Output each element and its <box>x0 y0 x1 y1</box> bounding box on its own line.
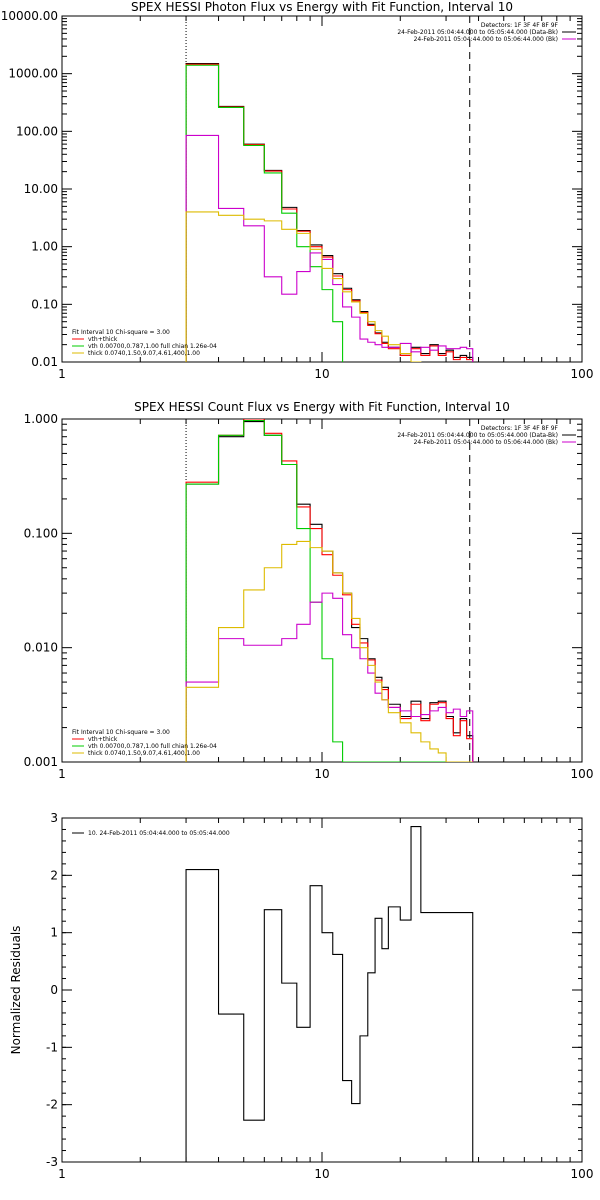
data-area <box>185 62 474 362</box>
y-tick-label: 3 <box>50 811 58 825</box>
data-area <box>185 419 474 762</box>
y-tick-label: 1000.00 <box>8 67 58 81</box>
y-tick-label: 0.001 <box>24 755 58 769</box>
data-area <box>185 826 474 1162</box>
y-tick-label: 0.10 <box>31 297 58 311</box>
legend-tr-text: 24-Feb-2011 05:04:44.000 to 05:06:44.000… <box>414 439 558 446</box>
chart-title: SPEX HESSI Photon Flux vs Energy with Fi… <box>131 0 513 14</box>
x-tick-label: 1 <box>58 1167 66 1181</box>
series-black <box>185 826 474 1162</box>
legend-bl-text: thick 0.0740,1.50,9.07,4.61,400,1.00 <box>88 350 200 357</box>
y-tick-label: 0 <box>50 983 58 997</box>
y-tick-label: 2 <box>50 868 58 882</box>
y-tick-label: -3 <box>46 1155 58 1169</box>
legend-bl-text: Fit Interval 10 Chi-square = 3.00 <box>72 729 170 736</box>
chart-panel-3: 1 10 100 -3 -2 -1 0 1 2 3 Normalized Residuals 10. … <box>9 811 593 1181</box>
x-tick-label: 100 <box>571 367 594 381</box>
x-tick-label: 10 <box>314 767 329 781</box>
legend-tr-text: 24-Feb-2011 05:04:44.000 to 05:06:44.000… <box>414 36 558 43</box>
y-tick-label: 0.100 <box>24 526 58 540</box>
series-yellow <box>185 540 473 762</box>
y-tick-label: 10000.00 <box>1 9 58 23</box>
x-tick-label: 100 <box>571 767 594 781</box>
chart-panel-2: SPEX HESSI Count Flux vs Energy with Fit… <box>24 400 594 781</box>
x-tick-label: 10 <box>314 367 329 381</box>
legend-bl-text: vth 0.00700,0.787,1.00 full chian 1.26e-… <box>88 343 217 350</box>
y-tick-label: -2 <box>46 1098 58 1112</box>
plot-frame <box>61 15 583 363</box>
x-tick-label: 1 <box>58 767 66 781</box>
y-tick-label: 100.00 <box>16 124 58 138</box>
y-tick-label: -1 <box>46 1040 58 1054</box>
y-tick-label: 0.010 <box>24 641 58 655</box>
legend-bl-text: vth 0.00700,0.787,1.00 full chian 1.26e-… <box>88 743 217 750</box>
legend-bl-text: thick 0.0740,1.50,9.07,4.61,400,1.00 <box>88 750 200 757</box>
legend-bl-text: vth+thick <box>88 336 118 343</box>
plot-frame <box>61 817 583 1163</box>
y-tick-label: 1.000 <box>24 412 58 426</box>
series-green <box>185 419 473 762</box>
legend-bottom-left: Fit Interval 10 Chi-square = 3.00vth+thi… <box>72 329 217 357</box>
legend-tr-text: 24-Feb-2011 05:04:44.000 to 05:05:44.000… <box>397 29 558 36</box>
legend-bl-text: vth+thick <box>88 736 118 743</box>
chart-panel-1: SPEX HESSI Photon Flux vs Energy with Fi… <box>1 0 594 381</box>
chart-title: SPEX HESSI Count Flux vs Energy with Fit… <box>134 400 510 414</box>
legend-top-left: 10. 24-Feb-2011 05:04:44.000 to 05:05:44… <box>72 830 230 837</box>
series-red <box>185 63 474 362</box>
x-tick-label: 10 <box>314 1167 329 1181</box>
series-black <box>185 62 474 362</box>
y-tick-label: 1 <box>50 926 58 940</box>
y-tick-label: 1.00 <box>31 240 58 254</box>
legend-tl-text: 10. 24-Feb-2011 05:04:44.000 to 05:05:44… <box>88 830 230 837</box>
plot-frame <box>61 418 583 763</box>
series-green <box>185 64 474 362</box>
legend-bottom-left: Fit Interval 10 Chi-square = 3.00vth+thi… <box>72 729 217 757</box>
y-tick-label: 0.01 <box>31 355 58 369</box>
x-tick-label: 100 <box>571 1167 594 1181</box>
legend-tr-text: Detectors: 1F 3F 4F 8F 9F <box>481 425 559 432</box>
legend-tr-text: Detectors: 1F 3F 4F 8F 9F <box>481 22 559 29</box>
y-tick-label: 10.00 <box>24 182 58 196</box>
legend-bl-text: Fit Interval 10 Chi-square = 3.00 <box>72 329 170 336</box>
legend-tr-text: 24-Feb-2011 05:04:44.000 to 05:05:44.000… <box>397 432 558 439</box>
series-magenta <box>185 134 474 362</box>
series-magenta <box>185 592 474 762</box>
series-yellow <box>185 211 474 362</box>
x-tick-label: 1 <box>58 367 66 381</box>
y-axis-label: Normalized Residuals <box>9 926 23 1055</box>
